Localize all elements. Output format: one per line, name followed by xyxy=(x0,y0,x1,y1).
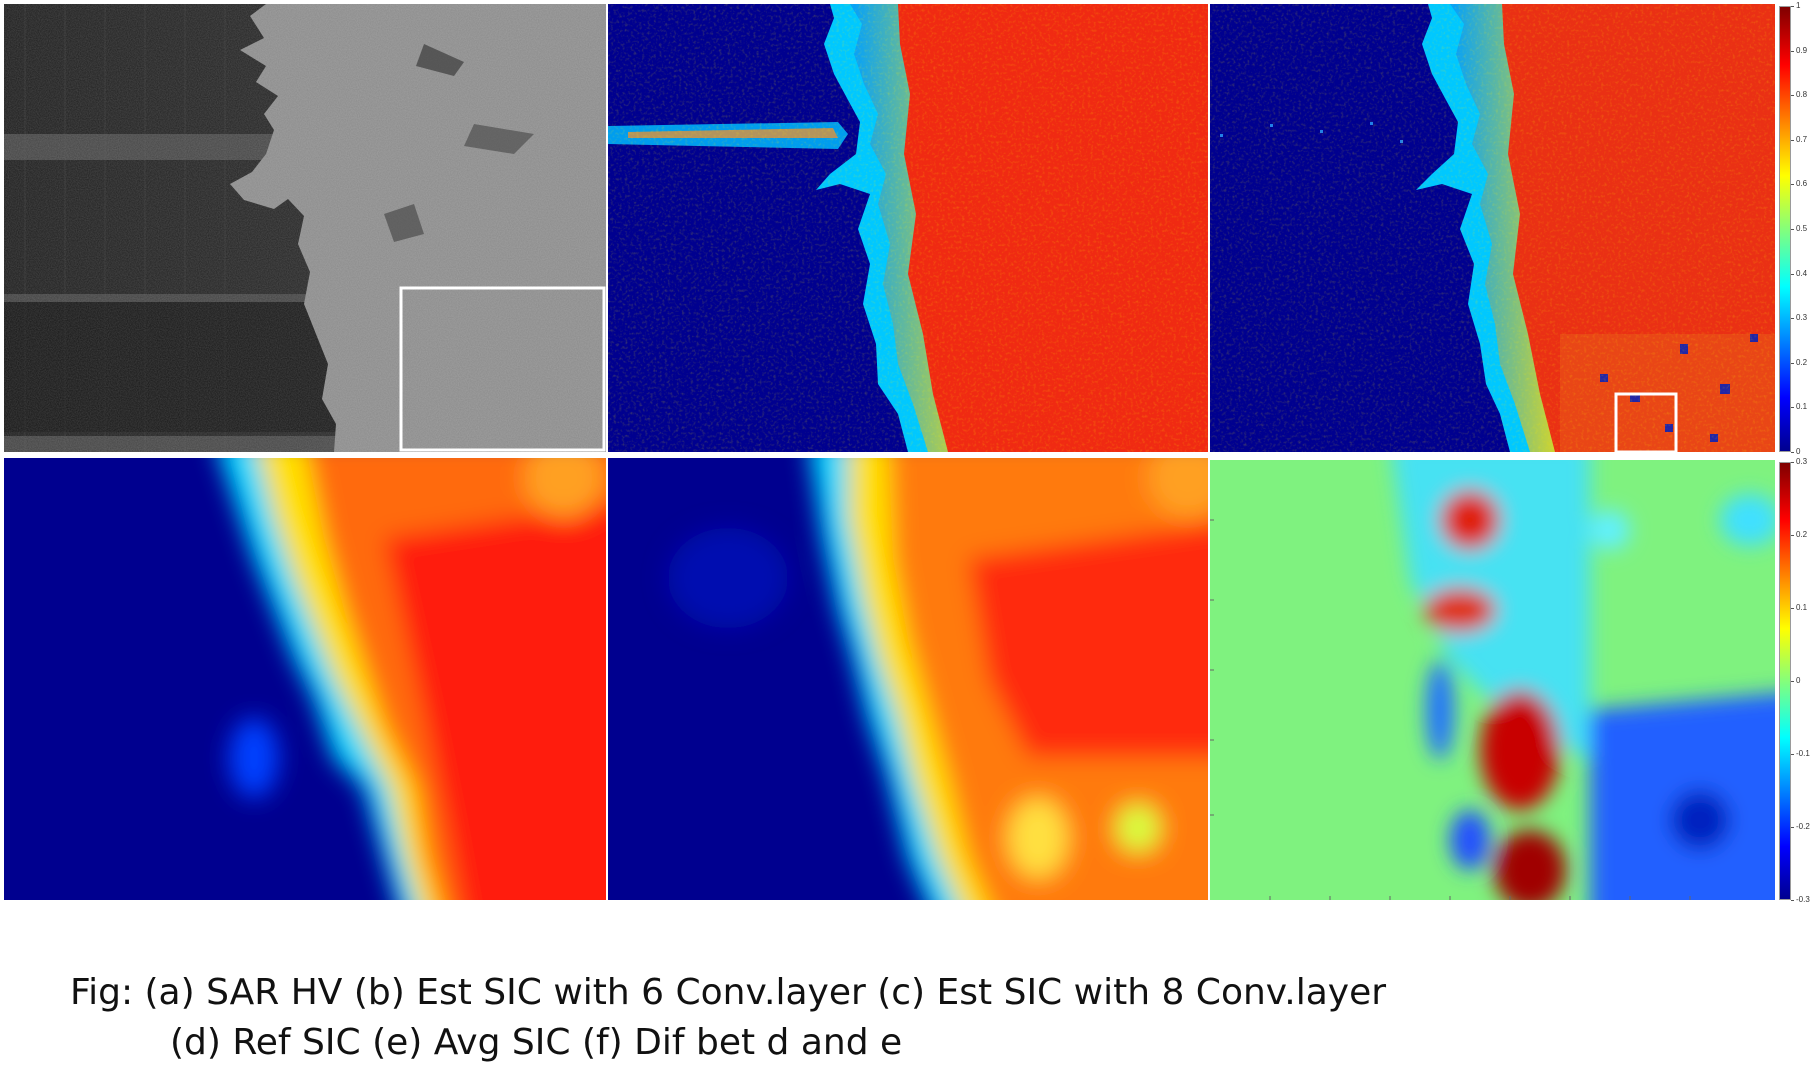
colorbar-bottom-tick-mark xyxy=(1791,608,1794,609)
colorbar-top-tick-mark xyxy=(1791,184,1794,185)
figure-caption-line-1: Fig: (a) SAR HV (b) Est SIC with 6 Conv.… xyxy=(70,972,1387,1013)
colorbar-top-tick-label: 0 xyxy=(1796,447,1801,456)
highlight-box-c xyxy=(1614,392,1678,452)
colorbar-top-tick-mark xyxy=(1791,51,1794,52)
panel-f-difference-d-e xyxy=(1210,460,1775,900)
colorbar-top-tick-mark xyxy=(1791,95,1794,96)
colorbar-top-tick-label: 0.3 xyxy=(1796,313,1808,322)
colorbar-top-tick-mark xyxy=(1791,363,1794,364)
colorbar-top-tick-label: 0.4 xyxy=(1796,269,1808,278)
colorbar-top-tick-label: 0.1 xyxy=(1796,402,1808,411)
colorbar-bottom-tick-label: 0.3 xyxy=(1796,457,1808,466)
colorbar-bottom-tick-mark xyxy=(1791,827,1794,828)
colorbar-top-tick-label: 0.8 xyxy=(1796,90,1808,99)
colorbar-top-tick-mark xyxy=(1791,274,1794,275)
colorbar-bottom-tick-label: 0 xyxy=(1796,676,1801,685)
colorbar-top-tick-mark xyxy=(1791,229,1794,230)
panel-b-est-sic-6-conv xyxy=(608,4,1208,452)
colorbar-bottom-tick-label: -0.2 xyxy=(1796,822,1810,831)
colorbar-top-tick-label: 0.5 xyxy=(1796,224,1808,233)
panel-c-est-sic-8-conv xyxy=(1210,4,1775,452)
colorbar-bottom-tick-label: -0.1 xyxy=(1796,749,1810,758)
colorbar-bottom-tick-label: -0.3 xyxy=(1796,895,1810,904)
highlight-box-a xyxy=(399,286,606,452)
colorbar-top-tick-mark xyxy=(1791,140,1794,141)
colorbar-bottom xyxy=(1779,462,1791,900)
colorbar-bottom-tick-mark xyxy=(1791,681,1794,682)
colorbar-bottom-tick-mark xyxy=(1791,462,1794,463)
colorbar-top-tick-mark xyxy=(1791,407,1794,408)
colorbar-top-tick-mark xyxy=(1791,452,1794,453)
colorbar-bottom-tick-label: 0.2 xyxy=(1796,530,1808,539)
colorbar-top-tick-mark xyxy=(1791,318,1794,319)
colorbar-top-tick-label: 0.2 xyxy=(1796,358,1808,367)
colorbar-bottom-tick-mark xyxy=(1791,754,1794,755)
colorbar-top-tick-label: 0.6 xyxy=(1796,179,1808,188)
colorbar-top-tick-label: 0.7 xyxy=(1796,135,1808,144)
colorbar-top-tick-label: 1 xyxy=(1796,1,1801,10)
colorbar-bottom-tick-mark xyxy=(1791,900,1794,901)
colorbar-top-tick-label: 0.9 xyxy=(1796,46,1808,55)
colorbar-bottom-tick-mark xyxy=(1791,535,1794,536)
colorbar-top-tick-mark xyxy=(1791,6,1794,7)
panel-a-sar-hv-image xyxy=(4,4,606,452)
panel-e-avg-sic xyxy=(608,458,1208,900)
colorbar-bottom-tick-label: 0.1 xyxy=(1796,603,1808,612)
panel-d-ref-sic xyxy=(4,458,606,900)
colorbar-top xyxy=(1779,6,1791,452)
figure-caption-line-2: (d) Ref SIC (e) Avg SIC (f) Dif bet d an… xyxy=(170,1022,903,1063)
